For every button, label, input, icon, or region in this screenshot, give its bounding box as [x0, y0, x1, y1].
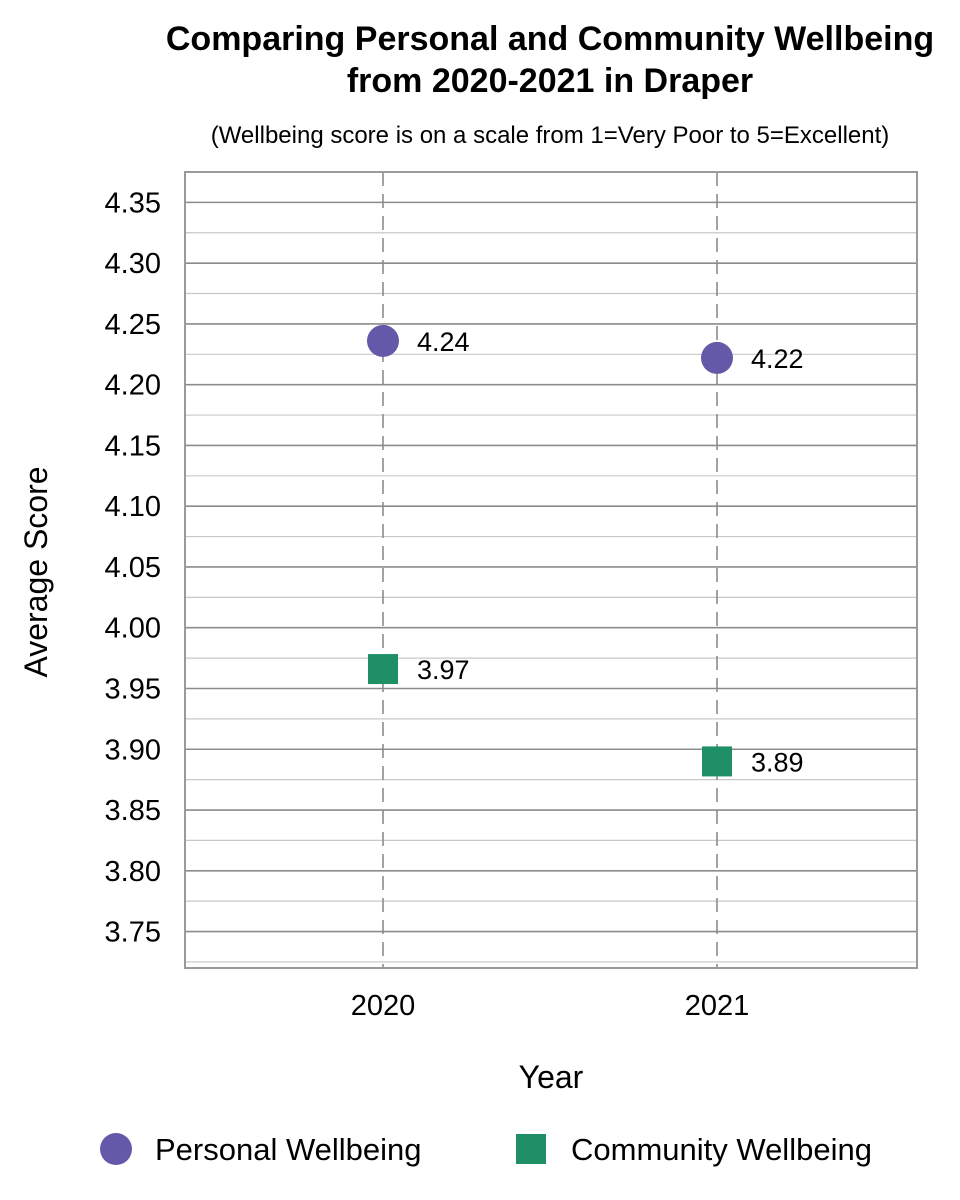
y-tick-label: 4.00 [105, 613, 161, 645]
y-axis-ticks: 4.35 4.30 4.25 4.20 4.15 4.10 4.05 4.00 3.95 3.90… [105, 187, 161, 948]
legend-label: Community Wellbeing [571, 1132, 872, 1167]
legend: Personal Wellbeing Community Wellbeing [100, 1132, 872, 1167]
plot-area-border [184, 171, 918, 969]
data-label: 3.89 [751, 747, 804, 777]
y-tick-label: 4.20 [105, 370, 161, 402]
chart-title-line-1: Comparing Personal and Community Wellbei… [166, 20, 934, 58]
y-tick-label: 4.05 [105, 552, 161, 584]
data-label: 4.24 [417, 327, 470, 357]
x-axis-label: Year [519, 1059, 584, 1095]
category-guide-lines [382, 172, 718, 968]
personal-wellbeing-point [701, 341, 733, 374]
data-label: 4.22 [751, 344, 804, 374]
community-wellbeing-point [702, 746, 732, 777]
chart-title-line-2: from 2020-2021 in Draper [347, 62, 753, 100]
data-label: 3.97 [417, 655, 470, 685]
y-tick-label: 4.25 [105, 309, 161, 341]
x-tick-label: 2020 [351, 990, 416, 1022]
legend-label: Personal Wellbeing [155, 1132, 422, 1167]
y-axis-label: Average Score [18, 466, 54, 677]
y-tick-label: 3.85 [105, 795, 161, 827]
chart-subtitle: (Wellbeing score is on a scale from 1=Ve… [211, 122, 890, 149]
y-tick-label: 3.80 [105, 856, 161, 888]
community-wellbeing-point [368, 654, 398, 685]
y-tick-label: 4.15 [105, 430, 161, 462]
y-tick-label: 3.90 [105, 734, 161, 766]
y-tick-label: 4.30 [105, 248, 161, 280]
x-tick-label: 2021 [685, 990, 750, 1022]
y-tick-label: 3.95 [105, 673, 161, 705]
x-axis-ticks: 2020 2021 [351, 990, 750, 1022]
y-tick-label: 3.75 [105, 917, 161, 949]
grid-lines [185, 201, 917, 963]
legend-square-marker [516, 1134, 546, 1164]
personal-wellbeing-point [367, 324, 399, 357]
legend-circle-marker [100, 1133, 132, 1165]
y-tick-label: 4.10 [105, 491, 161, 523]
data-points: 4.24 4.22 3.97 3.89 [367, 324, 804, 777]
y-tick-label: 4.35 [105, 187, 161, 219]
